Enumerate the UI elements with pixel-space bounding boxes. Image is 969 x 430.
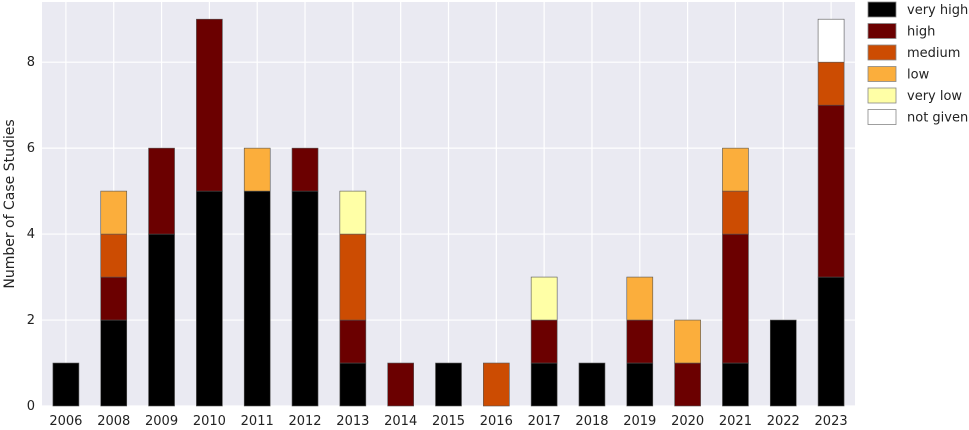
legend: very high high medium low very low not given	[867, 1, 968, 126]
bar-segment-high	[339, 319, 367, 364]
bar-segment-very-high	[196, 190, 223, 407]
x-tick-label: 2016	[480, 414, 513, 429]
bar-segment-high	[196, 18, 223, 192]
x-tick-label: 2009	[145, 414, 178, 429]
x-tick-label: 2006	[49, 414, 82, 429]
legend-label: low	[907, 68, 930, 83]
x-tick-labels: 2006 2008 2009 2010 2011 2012 2013 2014 2015 2016…	[49, 414, 847, 429]
bar-segment-high	[722, 233, 749, 364]
bar-segment-very-low	[339, 190, 367, 235]
bar-segment-high	[817, 104, 845, 278]
bar-segment-not-given	[817, 18, 845, 63]
bar-segment-very-high	[339, 362, 367, 407]
legend-swatch-very-low	[867, 87, 897, 104]
legend-swatch-medium	[867, 44, 897, 61]
x-tick-label: 2015	[432, 414, 465, 429]
bar-segment-very-high	[100, 319, 128, 407]
x-tick-label: 2008	[97, 414, 130, 429]
bar-segment-very-high	[722, 362, 749, 407]
bar-segment-medium	[100, 233, 128, 278]
bar-segment-very-high	[435, 362, 462, 407]
legend-label: medium	[907, 46, 960, 61]
bar-segment-high	[148, 147, 175, 235]
x-tick-label: 2013	[336, 414, 369, 429]
bar-segment-very-high	[578, 362, 606, 407]
bar-segment-very-high	[817, 276, 845, 407]
bar-segment-medium	[817, 61, 845, 106]
bar-segment-high	[291, 147, 319, 192]
legend-label: not given	[907, 111, 968, 126]
bar-segment-low	[674, 319, 701, 364]
bar-segment-very-high	[769, 319, 797, 407]
x-tick-label: 2019	[623, 414, 656, 429]
legend-swatch-low	[867, 66, 897, 82]
bar-segment-high	[674, 362, 701, 407]
bar-segment-very-high	[52, 362, 80, 407]
bar-segment-very-high	[243, 190, 271, 407]
bar-segment-low	[626, 276, 654, 321]
bar-segment-medium	[483, 362, 510, 407]
y-axis-label: Number of Case Studies	[2, 119, 18, 288]
x-tick-label: 2023	[815, 414, 848, 429]
y-tick-label: 6	[27, 141, 35, 156]
x-tick-label: 2018	[575, 414, 608, 429]
legend-swatch-high	[867, 23, 897, 39]
bar-segment-high	[530, 319, 558, 364]
bar-segment-high	[626, 319, 654, 364]
bar-segment-very-high	[530, 362, 558, 407]
bar-segment-medium	[722, 190, 749, 235]
x-tick-label: 2022	[767, 414, 800, 429]
x-tick-label: 2014	[384, 414, 417, 429]
legend-label: high	[907, 25, 935, 40]
bar-segment-high	[100, 276, 128, 321]
bar-segment-high	[387, 362, 414, 407]
bar-segment-very-low	[530, 276, 558, 321]
bar-segment-very-high	[291, 190, 319, 407]
y-tick-label: 8	[27, 55, 35, 70]
y-tick-labels: 0 2 4 6 8	[27, 55, 35, 414]
x-tick-label: 2010	[193, 414, 226, 429]
legend-label: very high	[907, 3, 968, 18]
legend-swatch-not-given	[867, 109, 897, 125]
bars-group	[52, 18, 845, 407]
bar-segment-low	[100, 190, 128, 235]
legend-label: very low	[907, 89, 962, 104]
bar-segment-low	[722, 147, 749, 192]
legend-swatch-very-high	[867, 1, 897, 18]
bar-segment-very-high	[148, 233, 175, 407]
x-tick-label: 2020	[671, 414, 704, 429]
bar-segment-medium	[339, 233, 367, 321]
y-tick-label: 0	[27, 399, 35, 414]
bar-segment-very-high	[626, 362, 654, 407]
bar-segment-low	[243, 147, 271, 192]
y-tick-label: 4	[27, 227, 35, 242]
y-tick-label: 2	[27, 313, 35, 328]
x-tick-label: 2012	[288, 414, 321, 429]
x-tick-label: 2017	[528, 414, 561, 429]
x-tick-label: 2011	[241, 414, 274, 429]
x-tick-label: 2021	[719, 414, 752, 429]
